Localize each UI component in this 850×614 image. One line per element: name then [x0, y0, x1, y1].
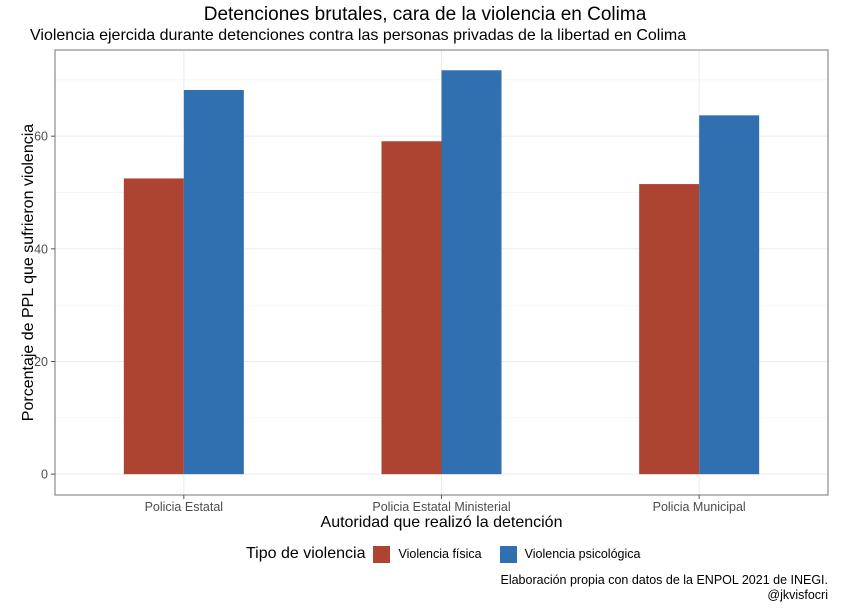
- bar: [183, 89, 244, 475]
- y-tick-label: 60: [34, 130, 48, 144]
- caption-source: Elaboración propia con datos de la ENPOL…: [500, 573, 828, 587]
- chart-subtitle: Violencia ejercida durante detenciones c…: [30, 27, 687, 44]
- bar: [639, 184, 700, 475]
- chart-title: Detenciones brutales, cara de la violenc…: [203, 4, 647, 25]
- legend-title: Tipo de violencia: [246, 545, 366, 562]
- caption: Elaboración propia con datos de la ENPOL…: [500, 573, 828, 603]
- legend-key-violencia-fisica: [373, 545, 391, 563]
- x-tick-label: Policia Estatal Ministerial: [372, 500, 510, 514]
- x-tick-label: Policia Municipal: [653, 500, 746, 514]
- y-axis-label: Porcentaje de PPL que sufrieron violenci…: [20, 124, 37, 421]
- y-tick-label: 20: [34, 355, 48, 369]
- legend: Tipo de violencia Violencia física Viole…: [246, 545, 658, 563]
- y-tick-label: 40: [34, 242, 48, 256]
- bar: [441, 70, 502, 475]
- x-axis-ticks: Policia Estatal Policia Estatal Ministeri…: [145, 495, 746, 514]
- y-axis-ticks: 0 20 40 60: [34, 130, 55, 482]
- y-tick-label: 0: [41, 468, 48, 482]
- x-axis-label: Autoridad que realizó la detención: [321, 514, 563, 531]
- legend-key-violencia-psicologica: [499, 545, 517, 563]
- bar: [381, 141, 442, 475]
- legend-label-violencia-fisica: Violencia física: [398, 547, 482, 561]
- x-tick-label: Policia Estatal: [145, 500, 224, 514]
- bar: [123, 178, 184, 475]
- caption-author: @jkvisfocri: [767, 588, 828, 602]
- legend-label-violencia-psicologica: Violencia psicológica: [524, 547, 641, 561]
- bars: [123, 70, 760, 475]
- bar: [699, 115, 760, 475]
